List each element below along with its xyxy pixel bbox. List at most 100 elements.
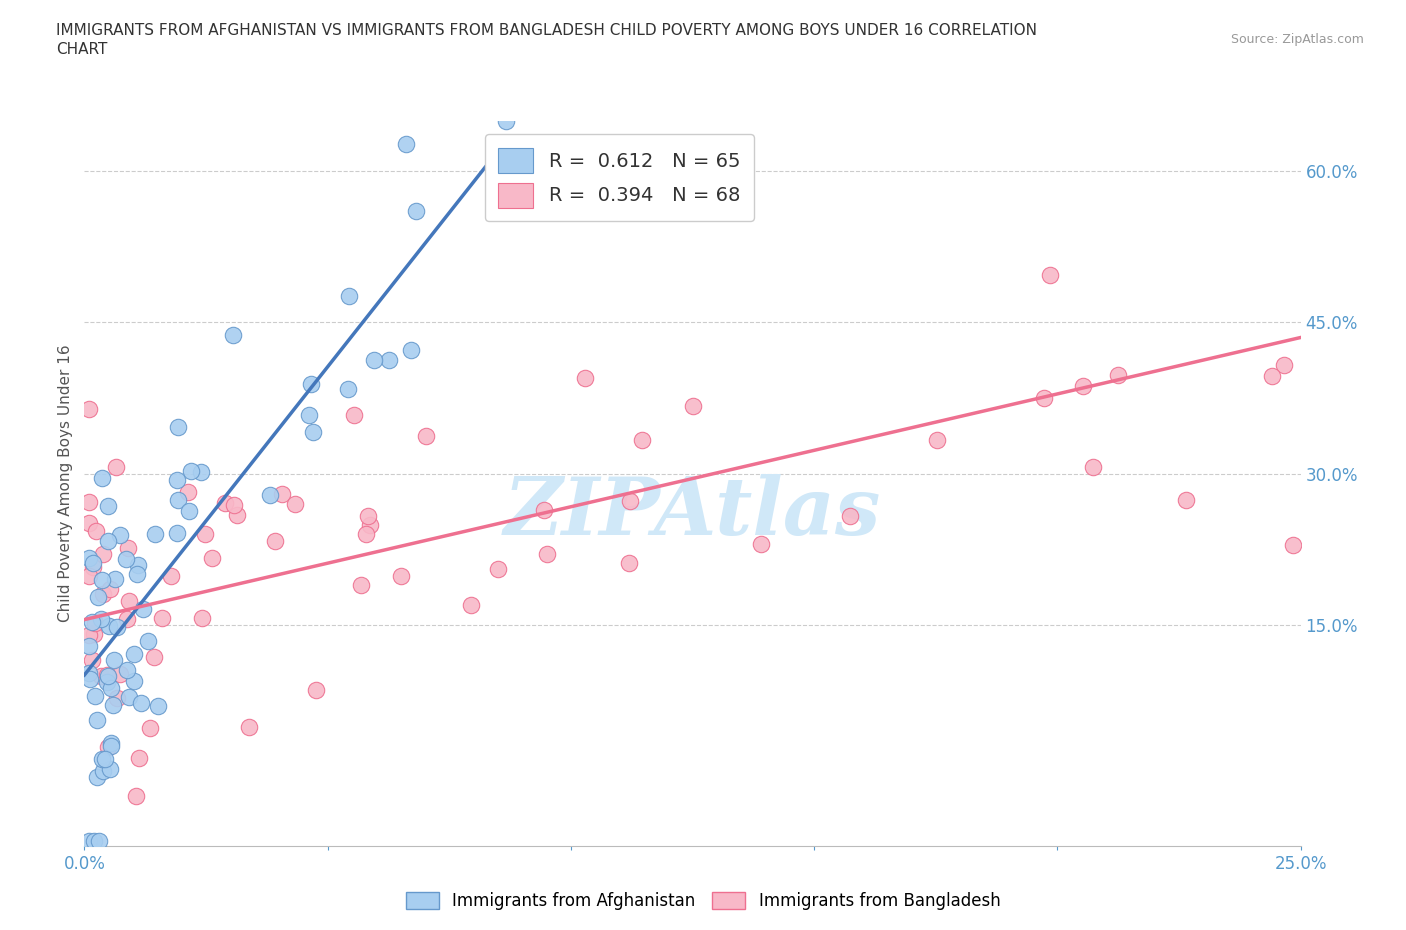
Point (238, 719, 260, 734)
Point (1032, 391, 1054, 405)
Point (77, 494, 100, 509)
Point (132, 602, 155, 617)
Point (128, 751, 150, 765)
Point (619, 493, 641, 508)
Point (104, 571, 127, 586)
Point (177, 503, 200, 518)
Point (271, 486, 294, 501)
Point (77, 666, 100, 681)
Point (84, 524, 107, 538)
Point (91, 751, 114, 766)
Point (194, 526, 217, 541)
Point (98, 762, 121, 777)
Point (337, 288, 360, 303)
Point (395, 137, 418, 152)
Y-axis label: Child Poverty Among Boys Under 16: Child Poverty Among Boys Under 16 (58, 345, 73, 622)
Point (124, 673, 146, 688)
Point (143, 526, 166, 541)
Point (191, 610, 214, 625)
Point (122, 647, 145, 662)
Point (86, 590, 108, 604)
Point (96, 668, 118, 683)
Point (1083, 459, 1105, 474)
Point (82, 555, 104, 570)
Point (222, 328, 245, 343)
Point (118, 594, 141, 609)
Point (343, 407, 366, 422)
Point (77, 516, 100, 531)
Text: CHART: CHART (56, 42, 108, 57)
Point (108, 528, 131, 543)
Point (177, 485, 200, 499)
Point (77, 638, 100, 653)
Point (415, 428, 437, 443)
Point (100, 736, 122, 751)
Point (1039, 267, 1062, 282)
Point (82, 614, 104, 629)
Point (460, 598, 482, 613)
Point (82, 560, 104, 575)
Point (839, 509, 862, 524)
Point (117, 541, 139, 556)
Point (100, 738, 122, 753)
Point (97, 499, 120, 514)
Legend: R =  0.612   N = 65, R =  0.394   N = 68: R = 0.612 N = 65, R = 0.394 N = 68 (485, 134, 754, 221)
Point (298, 407, 321, 422)
Point (301, 377, 323, 392)
Legend: Immigrants from Afghanistan, Immigrants from Bangladesh: Immigrants from Afghanistan, Immigrants … (399, 885, 1007, 917)
Point (180, 464, 202, 479)
Point (103, 653, 125, 668)
Point (136, 633, 159, 648)
Point (363, 352, 385, 367)
Point (682, 398, 704, 413)
Point (104, 459, 127, 474)
Point (574, 370, 596, 385)
Point (117, 611, 139, 626)
Point (354, 527, 377, 542)
Point (631, 432, 654, 447)
Point (91, 586, 114, 601)
Point (305, 683, 328, 698)
Point (77, 834, 100, 849)
Point (96, 675, 118, 690)
Point (77, 628, 100, 643)
Point (90, 612, 112, 627)
Point (97, 618, 120, 633)
Point (222, 498, 245, 512)
Point (201, 551, 224, 565)
Point (495, 113, 517, 128)
Point (127, 558, 149, 573)
Point (166, 472, 188, 487)
Point (86, 712, 108, 727)
Point (105, 691, 128, 706)
Point (166, 525, 188, 540)
Point (159, 569, 181, 584)
Point (86, 770, 108, 785)
Point (100, 681, 122, 696)
Point (89, 669, 111, 684)
Point (138, 720, 160, 735)
Point (1174, 492, 1197, 507)
Point (80, 653, 103, 668)
Point (1107, 367, 1129, 382)
Point (83, 689, 105, 704)
Point (91, 471, 114, 485)
Point (533, 502, 555, 517)
Point (284, 497, 307, 512)
Point (87, 834, 110, 849)
Point (83, 626, 105, 641)
Text: IMMIGRANTS FROM AFGHANISTAN VS IMMIGRANTS FROM BANGLADESH CHILD POVERTY AMONG BO: IMMIGRANTS FROM AFGHANISTAN VS IMMIGRANT… (56, 23, 1038, 38)
Point (405, 204, 427, 219)
Point (77, 551, 100, 565)
Point (79, 671, 101, 686)
Point (125, 789, 148, 804)
Point (401, 342, 423, 357)
Point (264, 533, 287, 548)
Point (100, 581, 122, 596)
Text: ZIPAtlas: ZIPAtlas (503, 474, 882, 551)
Point (117, 689, 139, 704)
Point (1272, 358, 1295, 373)
Point (378, 352, 401, 367)
Point (259, 488, 281, 503)
Point (1261, 368, 1284, 383)
